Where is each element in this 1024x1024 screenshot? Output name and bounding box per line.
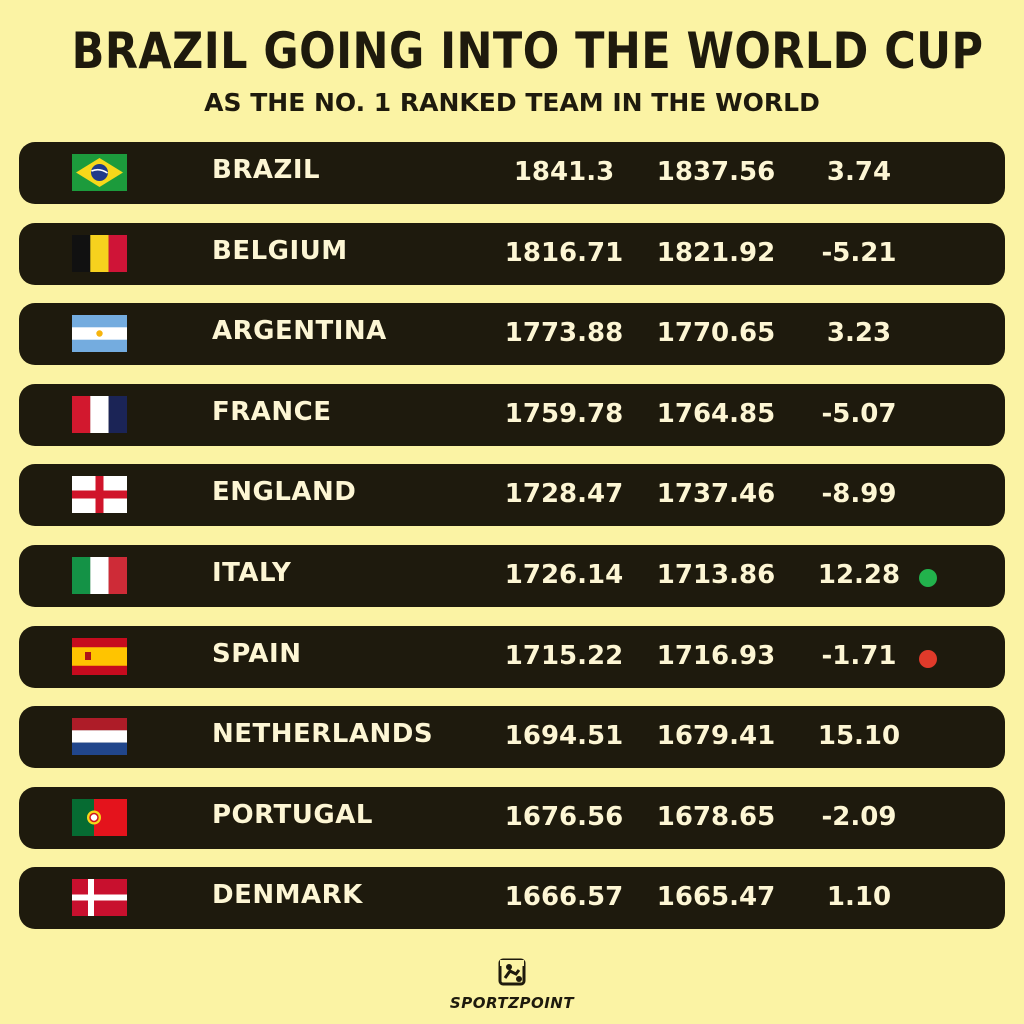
page-subtitle: AS THE NO. 1 RANKED TEAM IN THE WORLD [204,88,820,117]
team-name: BRAZIL [212,155,321,185]
table-row: NETHERLANDS 1694.51 1679.41 15.10 [19,706,1005,768]
table-row: ITALY 1726.14 1713.86 12.28 [19,545,1005,607]
value-change: -2.09 [821,802,897,832]
value-2: 1737.46 [656,479,776,509]
value-2: 1679.41 [656,721,776,751]
team-name: BELGIUM [212,236,348,266]
value-change: 3.74 [826,157,892,187]
argentina-flag-icon [72,315,127,352]
value-2: 1716.93 [656,641,776,671]
value-1: 1694.51 [504,721,624,751]
team-name: ENGLAND [212,477,357,507]
netherlands-flag-icon [72,718,127,755]
france-flag-icon [72,396,127,433]
value-change: -5.21 [821,238,897,268]
value-2: 1837.56 [656,157,776,187]
belgium-flag-icon [72,235,127,272]
table-row: DENMARK 1666.57 1665.47 1.10 [19,867,1005,929]
team-name: ARGENTINA [212,316,387,346]
value-change: -5.07 [821,399,897,429]
table-row: BRAZIL 1841.3 1837.56 3.74 [19,142,1005,204]
table-row: ENGLAND 1728.47 1737.46 -8.99 [19,464,1005,526]
page-title: BRAZIL GOING INTO THE WORLD CUP [71,22,984,80]
italy-flag-icon [72,557,127,594]
value-1: 1759.78 [504,399,624,429]
value-2: 1665.47 [656,882,776,912]
logo-text: SPORTZPOINT [449,994,575,1012]
value-1: 1676.56 [504,802,624,832]
brazil-flag-icon [72,154,127,191]
team-name: ITALY [212,558,292,588]
england-flag-icon [72,476,127,513]
value-change: 15.10 [817,721,901,751]
team-name: NETHERLANDS [212,719,434,749]
sportzpoint-logo-icon [497,958,527,988]
value-2: 1713.86 [656,560,776,590]
value-1: 1715.22 [504,641,624,671]
value-1: 1726.14 [504,560,624,590]
spain-flag-icon [72,638,127,675]
team-name: PORTUGAL [212,800,373,830]
value-change: -1.71 [821,641,897,671]
team-name: DENMARK [212,880,363,910]
trend-up-dot [919,569,937,587]
value-change: 3.23 [826,318,892,348]
value-2: 1764.85 [656,399,776,429]
value-1: 1816.71 [504,238,624,268]
table-row: ARGENTINA 1773.88 1770.65 3.23 [19,303,1005,365]
value-2: 1678.65 [656,802,776,832]
team-name: SPAIN [212,639,302,669]
table-row: FRANCE 1759.78 1764.85 -5.07 [19,384,1005,446]
sportzpoint-logo: SPORTZPOINT [0,958,1024,1012]
value-change: 1.10 [826,882,892,912]
table-row: PORTUGAL 1676.56 1678.65 -2.09 [19,787,1005,849]
value-change: 12.28 [817,560,901,590]
table-row: BELGIUM 1816.71 1821.92 -5.21 [19,223,1005,285]
value-1: 1773.88 [504,318,624,348]
value-2: 1821.92 [656,238,776,268]
value-change: -8.99 [821,479,897,509]
team-name: FRANCE [212,397,332,427]
table-row: SPAIN 1715.22 1716.93 -1.71 [19,626,1005,688]
portugal-flag-icon [72,799,127,836]
value-1: 1728.47 [504,479,624,509]
value-2: 1770.65 [656,318,776,348]
denmark-flag-icon [72,879,127,916]
value-1: 1841.3 [513,157,615,187]
trend-down-dot [919,650,937,668]
value-1: 1666.57 [504,882,624,912]
